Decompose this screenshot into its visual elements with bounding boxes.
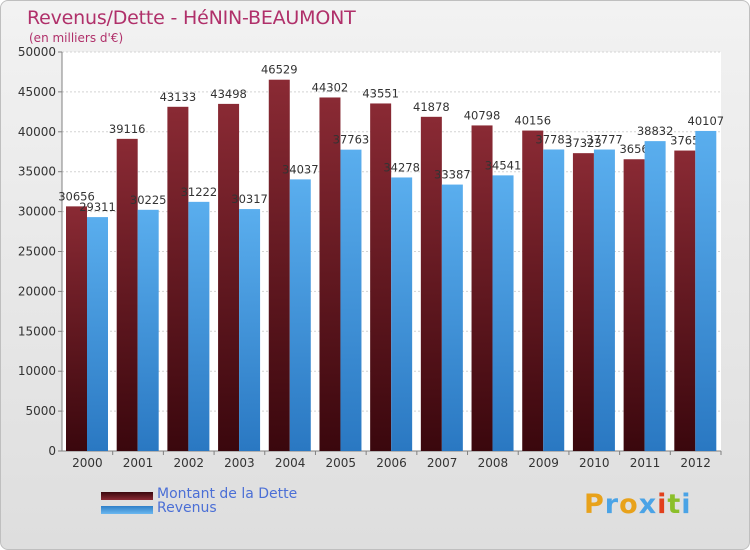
data-label-revenus: 37783	[535, 132, 572, 146]
bar-dette	[370, 103, 392, 452]
bar-dette	[116, 138, 138, 452]
logo-letter: o	[619, 489, 639, 520]
data-label-dette: 41878	[413, 100, 450, 114]
data-label-revenus: 38832	[637, 124, 674, 138]
proxiti-logo: Proxiti	[584, 489, 692, 520]
x-tick-label: 2009	[528, 456, 559, 470]
x-tick-label: 2011	[630, 456, 661, 470]
logo-letter: r	[604, 489, 620, 520]
bar-revenus	[492, 175, 514, 451]
bar-revenus	[441, 184, 463, 451]
data-label-revenus: 37763	[333, 133, 370, 147]
x-tick-label: 2010	[579, 456, 610, 470]
legend-swatch-dette	[101, 492, 153, 500]
y-tick-label: 30000	[18, 205, 56, 219]
x-tick-label: 2005	[326, 456, 357, 470]
bar-dette	[522, 130, 544, 451]
data-label-dette: 46529	[261, 63, 298, 77]
y-tick-label: 15000	[18, 324, 56, 338]
data-label-dette: 30656	[58, 189, 95, 203]
logo-letter: P	[584, 489, 605, 520]
data-label-dette: 43498	[210, 87, 247, 101]
data-label-dette: 37323	[565, 136, 602, 150]
data-label-revenus: 33387	[434, 168, 471, 182]
bar-revenus	[87, 217, 108, 451]
bar-dette	[268, 79, 290, 451]
bar-revenus	[188, 201, 210, 451]
data-label-dette: 44302	[312, 80, 349, 94]
data-label-revenus: 37777	[586, 133, 623, 147]
y-tick-label: 0	[48, 444, 56, 458]
logo-letter: t	[667, 489, 682, 520]
data-label-dette: 43551	[362, 86, 399, 100]
bar-dette	[66, 206, 87, 451]
x-tick-label: 2004	[275, 456, 306, 470]
bar-dette	[420, 116, 442, 451]
data-label-dette: 3656	[619, 142, 648, 156]
bar-dette	[218, 103, 240, 452]
bar-revenus	[644, 141, 666, 451]
bar-revenus	[340, 149, 362, 452]
data-label-dette: 40156	[514, 114, 551, 128]
x-tick-label: 2001	[123, 456, 154, 470]
bar-dette	[623, 159, 645, 451]
x-tick-label: 2000	[72, 456, 103, 470]
data-label-dette: 3765	[670, 134, 699, 148]
x-tick-label: 2006	[376, 456, 407, 470]
y-tick-label: 20000	[18, 284, 56, 298]
bar-revenus	[391, 177, 413, 452]
data-label-dette: 39116	[109, 122, 146, 136]
bar-dette	[572, 153, 594, 451]
x-tick-label: 2012	[680, 456, 711, 470]
bar-dette	[471, 125, 493, 452]
chart-subtitle: (en milliers d'€)	[29, 31, 124, 45]
y-tick-label: 40000	[18, 125, 56, 139]
data-label-revenus: 30317	[231, 192, 268, 206]
bar-revenus	[593, 149, 615, 451]
bar-dette	[319, 97, 341, 452]
data-label-revenus: 30225	[130, 193, 167, 207]
bar-dette	[167, 106, 189, 452]
legend-swatch-revenus	[101, 506, 153, 514]
bar-dette	[674, 150, 696, 451]
y-tick-label: 5000	[25, 404, 56, 418]
y-tick-label: 25000	[18, 245, 56, 259]
y-tick-label: 35000	[18, 165, 56, 179]
data-label-dette: 43133	[160, 90, 197, 104]
data-label-dette: 40798	[464, 108, 501, 122]
bar-revenus	[289, 179, 311, 451]
legend-label-dette: Montant de la Dette	[157, 486, 298, 502]
bar-revenus	[137, 209, 159, 451]
data-label-revenus: 31222	[181, 185, 218, 199]
logo-letter: x	[638, 489, 658, 520]
logo-letter: i	[681, 489, 692, 520]
bar-revenus	[695, 130, 717, 451]
data-label-revenus: 34541	[485, 158, 522, 172]
x-tick-label: 2003	[224, 456, 255, 470]
bar-revenus	[543, 149, 565, 452]
chart-title: Revenus/Dette - HéNIN-BEAUMONT	[27, 7, 356, 29]
bar-revenus	[239, 209, 261, 451]
data-label-revenus: 34278	[383, 160, 420, 174]
data-label-revenus: 40107	[688, 114, 725, 128]
data-label-revenus: 29311	[79, 200, 116, 214]
data-label-revenus: 34037	[282, 162, 319, 176]
y-tick-label: 10000	[18, 364, 56, 378]
y-tick-label: 50000	[18, 45, 56, 59]
x-tick-label: 2008	[478, 456, 509, 470]
legend-label-revenus: Revenus	[157, 500, 217, 516]
x-tick-label: 2002	[173, 456, 204, 470]
y-tick-label: 45000	[18, 85, 56, 99]
logo-letter: i	[657, 489, 668, 520]
x-tick-label: 2007	[427, 456, 458, 470]
